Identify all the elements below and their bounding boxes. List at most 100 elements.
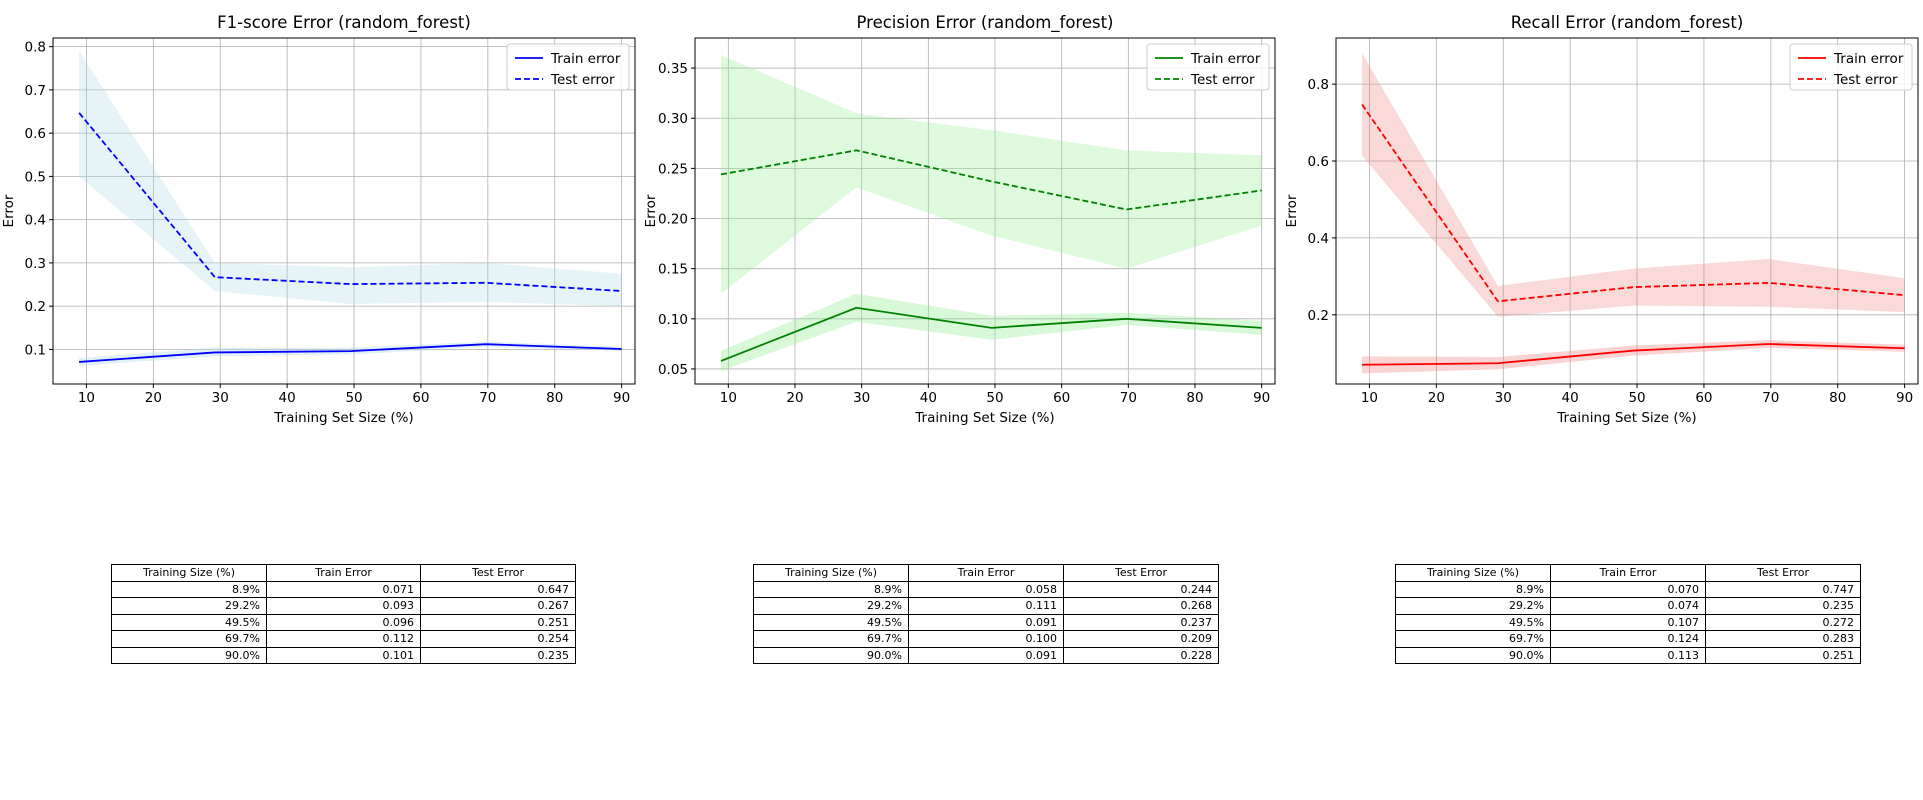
- legend-label-train: Train error: [1833, 51, 1904, 67]
- confidence-band-test: [721, 55, 1262, 294]
- table-column-header: Test Error: [420, 564, 576, 582]
- table-row: 8.9% 0.070 0.747: [1395, 580, 1861, 598]
- chart-title: Recall Error (random_forest): [1511, 13, 1744, 33]
- table-cell: 0.268: [1063, 597, 1219, 615]
- x-axis-label: Training Set Size (%): [914, 410, 1054, 426]
- y-tick-label: 0.2: [25, 299, 46, 315]
- y-tick-label: 0.05: [658, 362, 688, 378]
- y-tick-label: 0.8: [1308, 77, 1329, 93]
- x-tick-label: 20: [786, 390, 803, 406]
- table-cell: 0.058: [908, 580, 1064, 598]
- x-tick-label: 30: [212, 390, 229, 406]
- table-row: 49.5% 0.107 0.272: [1395, 613, 1861, 631]
- table-cell: 0.091: [908, 646, 1064, 664]
- y-tick-label: 0.3: [25, 256, 46, 272]
- table-cell: 0.093: [266, 597, 421, 615]
- legend-label-test: Test error: [1833, 72, 1898, 88]
- table-column-header: Train Error: [908, 564, 1064, 582]
- table-cell: 0.251: [420, 613, 576, 631]
- confidence-band-test: [79, 50, 622, 307]
- y-tick-label: 0.15: [658, 262, 688, 278]
- table-cell: 29.2%: [753, 597, 909, 615]
- confidence-band-train: [721, 293, 1262, 371]
- table-cell: 90.0%: [753, 646, 909, 664]
- x-tick-label: 10: [78, 390, 95, 406]
- x-tick-label: 60: [1695, 390, 1712, 406]
- table-cell: 8.9%: [1395, 580, 1551, 598]
- legend-label-train: Train error: [1190, 51, 1261, 67]
- table-cell: 69.7%: [753, 630, 909, 648]
- table-cell: 0.100: [908, 630, 1064, 648]
- table-cell: 0.267: [420, 597, 576, 615]
- confidence-band-train: [79, 341, 622, 366]
- table-cell: 90.0%: [1395, 646, 1551, 664]
- table-cell: 49.5%: [1395, 613, 1551, 631]
- table-cell: 0.647: [420, 580, 576, 598]
- table-cell: 49.5%: [753, 613, 909, 631]
- table-row: 29.2% 0.093 0.267: [111, 597, 576, 615]
- table-cell: 0.107: [1550, 613, 1706, 631]
- table-row: 90.0% 0.091 0.228: [753, 646, 1219, 664]
- x-tick-label: 50: [986, 390, 1003, 406]
- x-tick-label: 90: [1253, 390, 1270, 406]
- table-cell: 0.070: [1550, 580, 1706, 598]
- table-cell: 29.2%: [1395, 597, 1551, 615]
- y-tick-label: 0.35: [658, 61, 688, 77]
- table-cell: 0.113: [1550, 646, 1706, 664]
- table-cell: 69.7%: [1395, 630, 1551, 648]
- table-cell: 0.251: [1705, 646, 1861, 664]
- x-tick-label: 70: [1120, 390, 1137, 406]
- table-row: 29.2% 0.074 0.235: [1395, 597, 1861, 615]
- x-tick-label: 80: [546, 390, 563, 406]
- y-axis-label: Error: [643, 194, 659, 227]
- table-row: 49.5% 0.091 0.237: [753, 613, 1219, 631]
- table-cell: 0.111: [908, 597, 1064, 615]
- table-cell: 0.101: [266, 646, 421, 664]
- x-tick-label: 30: [1495, 390, 1512, 406]
- table-cell: 8.9%: [111, 580, 267, 598]
- table-cell: 0.124: [1550, 630, 1706, 648]
- table-cell: 0.235: [420, 646, 576, 664]
- y-tick-label: 0.8: [25, 40, 46, 56]
- y-tick-label: 0.5: [25, 169, 46, 185]
- table-row: 69.7% 0.100 0.209: [753, 630, 1219, 648]
- x-tick-label: 40: [1562, 390, 1579, 406]
- table-cell: 0.112: [266, 630, 421, 648]
- x-tick-label: 80: [1829, 390, 1846, 406]
- table-cell: 0.074: [1550, 597, 1706, 615]
- x-tick-label: 60: [1053, 390, 1070, 406]
- confidence-band-test: [1362, 53, 1905, 317]
- table-row: 29.2% 0.111 0.268: [753, 597, 1219, 615]
- table-cell: 8.9%: [753, 580, 909, 598]
- x-tick-label: 70: [479, 390, 496, 406]
- x-axis-label: Training Set Size (%): [1556, 410, 1696, 426]
- results-table-precision: Training Size (%) Train Error Test Error 8.…: [753, 564, 1219, 664]
- x-tick-label: 90: [613, 390, 630, 406]
- x-tick-label: 10: [1361, 390, 1378, 406]
- table-column-header: Training Size (%): [1395, 564, 1551, 582]
- legend-label-train: Train error: [550, 51, 621, 67]
- y-tick-label: 0.6: [1308, 154, 1329, 170]
- x-tick-label: 60: [412, 390, 429, 406]
- x-tick-label: 10: [720, 390, 737, 406]
- table-row: 90.0% 0.101 0.235: [111, 646, 576, 664]
- x-axis-label: Training Set Size (%): [273, 410, 413, 426]
- y-tick-label: 0.6: [25, 126, 46, 142]
- table-row: 49.5% 0.096 0.251: [111, 613, 576, 631]
- table-cell: 49.5%: [111, 613, 267, 631]
- results-table-recall: Training Size (%) Train Error Test Error 8.…: [1395, 564, 1861, 664]
- chart-title: F1-score Error (random_forest): [217, 13, 471, 33]
- table-column-header: Train Error: [1550, 564, 1706, 582]
- chart-recall: 10 20 30 40 50 60 70 80 90 0.2 0.4 0.6 0.8 Recall Err…: [1284, 13, 1919, 426]
- series-line-test: [720, 149, 1262, 211]
- table-header-row: Training Size (%) Train Error Test Error: [1395, 564, 1861, 582]
- y-tick-label: 0.30: [658, 111, 688, 127]
- table-cell: 0.228: [1063, 646, 1219, 664]
- table-row: 69.7% 0.112 0.254: [111, 630, 576, 648]
- table-cell: 0.244: [1063, 580, 1219, 598]
- table-cell: 0.254: [420, 630, 576, 648]
- table-cell: 0.747: [1705, 580, 1861, 598]
- x-tick-label: 20: [145, 390, 162, 406]
- y-tick-label: 0.25: [658, 161, 688, 177]
